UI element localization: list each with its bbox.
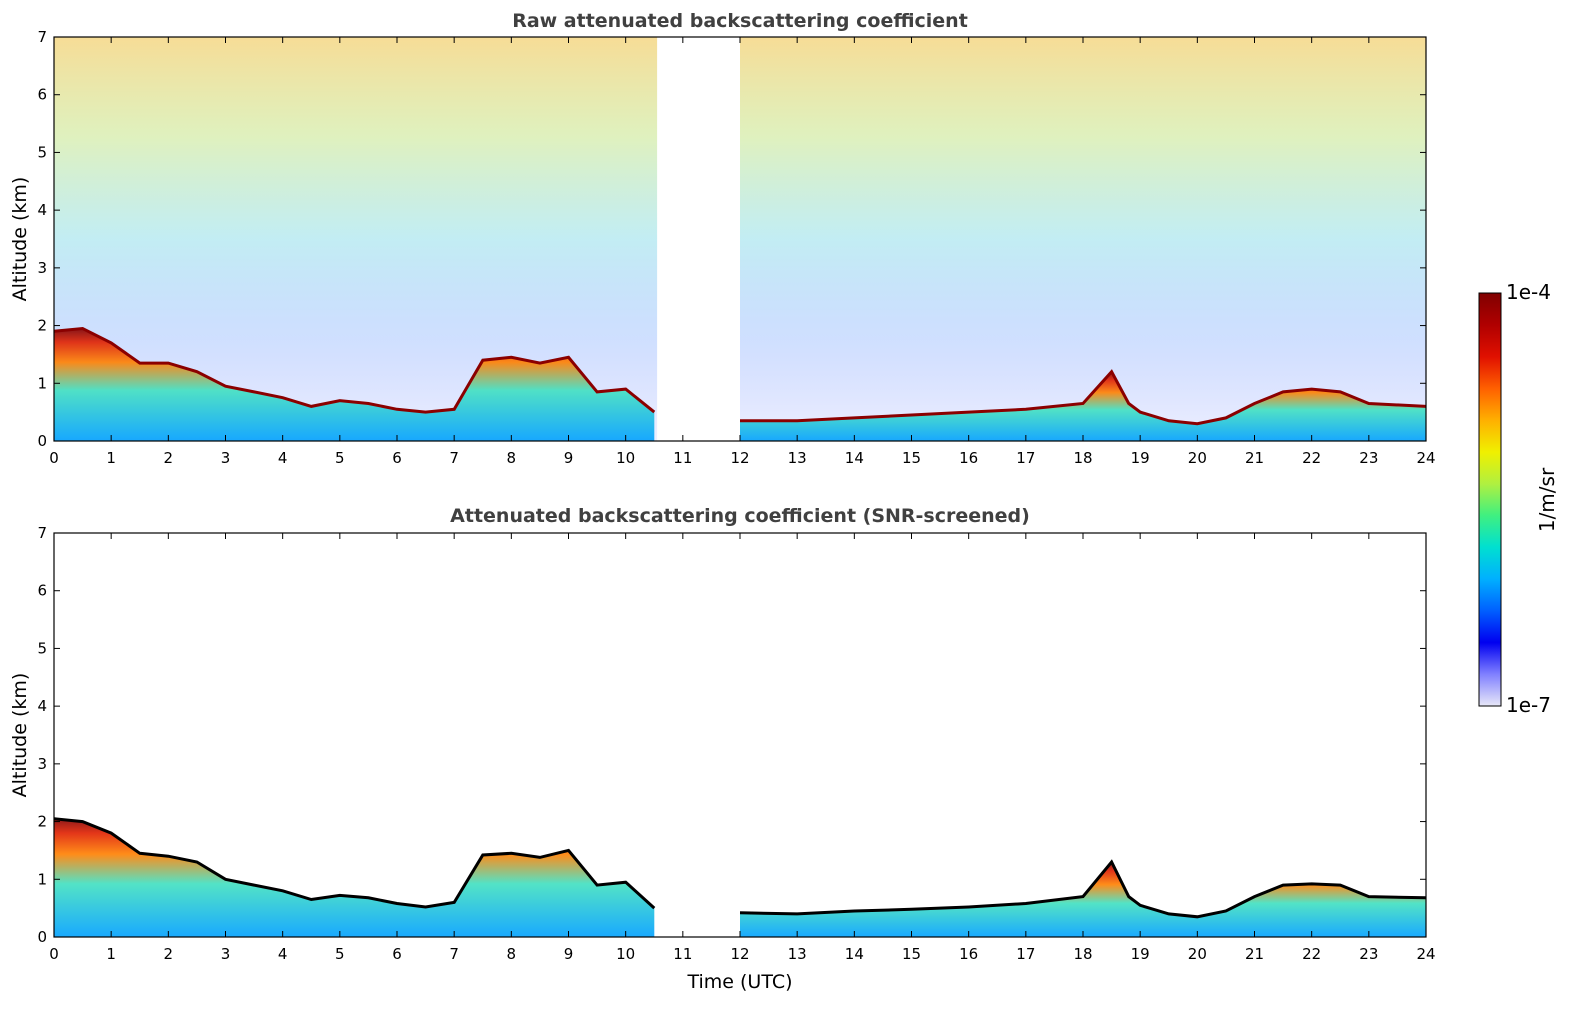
- x-tick-label: 2: [164, 449, 174, 467]
- x-tick-label: 4: [278, 945, 288, 963]
- colorbar-gradient: [1478, 292, 1502, 707]
- x-tick-label: 20: [1188, 945, 1207, 963]
- x-tick-label: 15: [902, 945, 921, 963]
- x-tick-label: 9: [564, 449, 574, 467]
- x-tick-label: 4: [278, 449, 288, 467]
- layer-top-line: [739, 859, 1427, 919]
- x-tick-label: 19: [1131, 449, 1150, 467]
- panel-screened: Attenuated backscattering coefficient (S…: [9, 505, 1436, 993]
- layer-top-line: [53, 326, 656, 414]
- colorbar-unit-label: 1/m/sr: [1535, 467, 1559, 532]
- x-tick-label: 7: [449, 449, 459, 467]
- y-tick-label: 6: [37, 86, 47, 104]
- x-tick-label: 16: [959, 449, 978, 467]
- x-tick-label: 24: [1416, 945, 1435, 963]
- x-tick-label: 1: [106, 945, 116, 963]
- y-tick-label: 2: [37, 813, 47, 831]
- y-tick-label: 4: [37, 697, 47, 715]
- y-tick-label: 4: [37, 201, 47, 219]
- x-tick-label: 14: [845, 945, 864, 963]
- y-tick-label: 2: [37, 317, 47, 335]
- x-tick-label: 20: [1188, 449, 1207, 467]
- y-tick-label: 1: [37, 374, 47, 392]
- panel-raw-y-label: Altitude (km): [9, 177, 31, 302]
- x-tick-label: 21: [1245, 945, 1264, 963]
- x-axis-label: Time (UTC): [686, 971, 792, 993]
- x-tick-label: 6: [392, 449, 402, 467]
- x-tick-label: 9: [564, 945, 574, 963]
- x-tick-label: 0: [49, 449, 59, 467]
- colorbar-min-label: 1e-7: [1506, 693, 1551, 717]
- x-tick-label: 16: [959, 945, 978, 963]
- y-tick-label: 7: [37, 524, 47, 542]
- x-tick-label: 6: [392, 945, 402, 963]
- y-tick-label: 0: [37, 928, 47, 946]
- x-tick-label: 11: [673, 449, 692, 467]
- x-tick-label: 23: [1359, 945, 1378, 963]
- x-tick-label: 17: [1016, 449, 1035, 467]
- x-tick-label: 21: [1245, 449, 1264, 467]
- y-tick-label: 6: [37, 582, 47, 600]
- y-tick-label: 7: [37, 28, 47, 46]
- x-tick-label: 24: [1416, 449, 1435, 467]
- layer-top-line: [740, 369, 1427, 426]
- x-tick-label: 3: [221, 945, 231, 963]
- x-tick-label: 11: [673, 945, 692, 963]
- y-tick-label: 3: [37, 259, 47, 277]
- y-tick-label: 0: [37, 432, 47, 450]
- x-tick-label: 1: [106, 449, 116, 467]
- panel-screened-plot-area: [53, 533, 1427, 937]
- panel-raw: Raw attenuated backscattering coefficien…: [9, 10, 1436, 467]
- x-tick-label: 22: [1302, 449, 1321, 467]
- y-tick-label: 5: [37, 143, 47, 161]
- panel-screened-title: Attenuated backscattering coefficient (S…: [450, 505, 1030, 527]
- panel-screened-x-ticks: 0 1 2 3 4 5 6 7 8 9 10 11 12 13 14 15 16 17 18 19 20 21 22 23 24: [49, 533, 1436, 963]
- data-gap: [657, 533, 740, 937]
- colorbar-max-label: 1e-4: [1506, 280, 1551, 304]
- layer-top-line: [53, 817, 656, 910]
- x-tick-label: 23: [1359, 449, 1378, 467]
- boundary-layer-region: [740, 371, 1426, 441]
- panel-screened-y-label: Altitude (km): [9, 673, 31, 798]
- x-tick-label: 5: [335, 449, 345, 467]
- boundary-layer-region: [54, 328, 655, 441]
- y-tick-label: 3: [37, 755, 47, 773]
- x-tick-label: 2: [164, 945, 174, 963]
- x-tick-label: 19: [1131, 945, 1150, 963]
- y-tick-label: 5: [37, 639, 47, 657]
- x-tick-label: 5: [335, 945, 345, 963]
- panel-raw-x-ticks: 0 1 2 3 4 5 6 7 8 9 10 11 12 13 14 15 16 17 18 19 20 21 22 23 24: [49, 37, 1436, 467]
- panel-raw-y-ticks: 0 1 2 3 4 5 6 7: [37, 28, 1426, 450]
- x-tick-label: 8: [507, 449, 517, 467]
- data-gap: [657, 37, 740, 441]
- x-tick-label: 15: [902, 449, 921, 467]
- panel-raw-plot-area: [53, 37, 1427, 441]
- panel-screened-y-ticks: 0 1 2 3 4 5 6 7: [37, 524, 1426, 946]
- boundary-layer-region: [54, 818, 655, 937]
- x-tick-label: 10: [616, 945, 635, 963]
- x-tick-label: 12: [730, 449, 749, 467]
- x-tick-label: 0: [49, 945, 59, 963]
- x-tick-label: 3: [221, 449, 231, 467]
- x-tick-label: 22: [1302, 945, 1321, 963]
- x-tick-label: 13: [788, 449, 807, 467]
- x-tick-label: 12: [730, 945, 749, 963]
- colorbar: 1e-4 1e-7 1/m/sr: [1478, 280, 1559, 717]
- x-tick-label: 8: [507, 945, 517, 963]
- y-tick-label: 1: [37, 870, 47, 888]
- x-tick-label: 17: [1016, 945, 1035, 963]
- x-tick-label: 13: [788, 945, 807, 963]
- x-tick-label: 7: [449, 945, 459, 963]
- panel-raw-title: Raw attenuated backscattering coefficien…: [512, 10, 968, 32]
- x-tick-label: 14: [845, 449, 864, 467]
- x-tick-label: 18: [1073, 945, 1092, 963]
- x-tick-label: 18: [1073, 449, 1092, 467]
- boundary-layer-region: [740, 862, 1426, 937]
- x-tick-label: 10: [616, 449, 635, 467]
